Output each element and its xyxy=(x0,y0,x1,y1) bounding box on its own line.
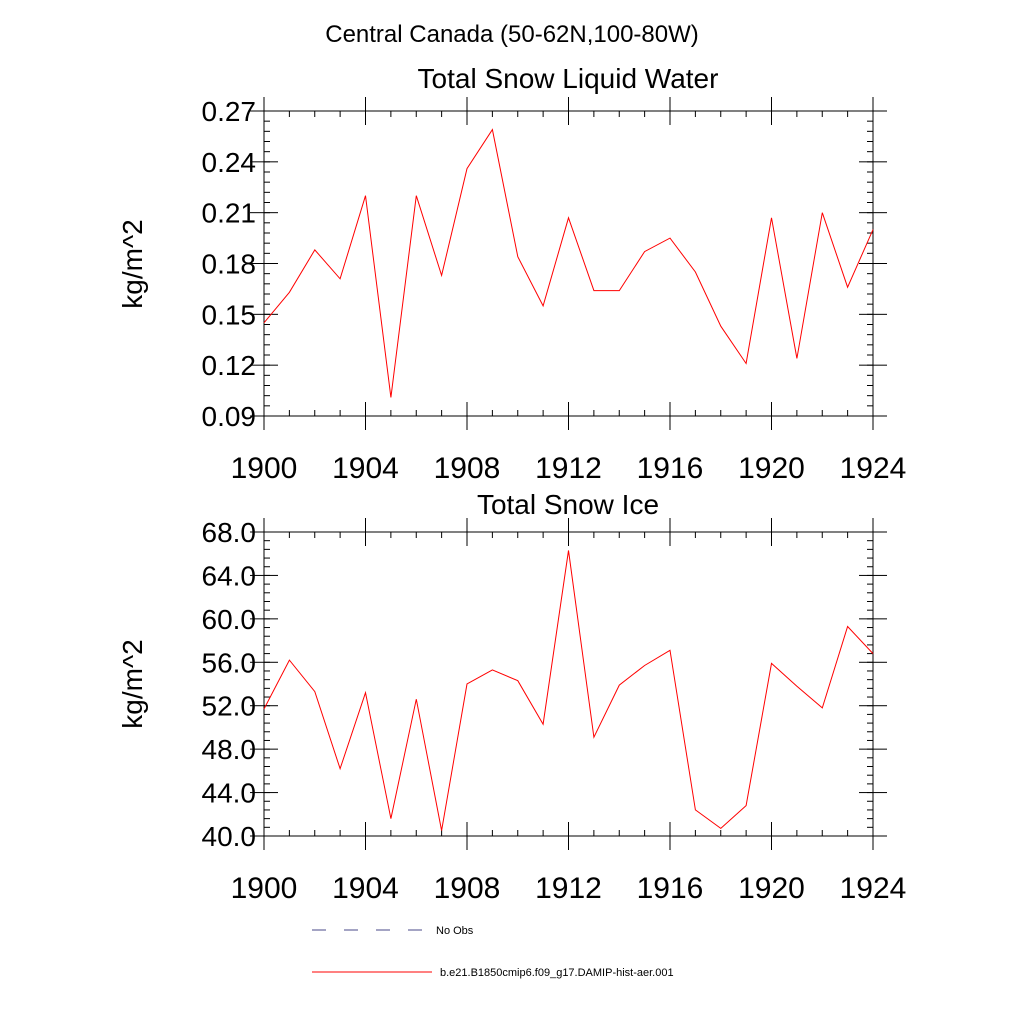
chart-title: Total Snow Liquid Water xyxy=(418,63,719,94)
legend-label-no-obs: No Obs xyxy=(436,925,474,937)
x-tick-label: 1900 xyxy=(231,872,298,905)
x-tick-label: 1908 xyxy=(434,452,501,485)
y-tick-label: 0.27 xyxy=(202,96,257,127)
y-tick-label: 0.09 xyxy=(202,401,257,432)
y-axis-label: kg/m^2 xyxy=(117,639,148,728)
y-tick-label: 56.0 xyxy=(202,647,257,678)
chart-title: Total Snow Ice xyxy=(477,489,659,520)
y-tick-label: 0.21 xyxy=(202,198,257,229)
y-tick-label: 0.12 xyxy=(202,350,257,381)
x-tick-label: 1904 xyxy=(332,452,399,485)
x-tick-label: 1912 xyxy=(535,872,602,905)
y-tick-label: 0.24 xyxy=(202,147,257,178)
legend-label-model: b.e21.B1850cmip6.f09_g17.DAMIP-hist-aer.… xyxy=(440,967,674,979)
plot-frame xyxy=(263,110,874,417)
x-tick-label: 1920 xyxy=(738,872,805,905)
plot-frame xyxy=(263,531,874,837)
x-tick-label: 1904 xyxy=(332,872,399,905)
series-line-model xyxy=(263,128,874,398)
y-tick-label: 68.0 xyxy=(202,517,257,548)
y-axis-label: kg/m^2 xyxy=(117,219,148,308)
chart-panel-snow-liquid-water: Total Snow Liquid Water kg/m^2 1900 1904 1… xyxy=(117,63,906,485)
x-tick-label: 1908 xyxy=(434,872,501,905)
x-tick-label: 1916 xyxy=(637,452,704,485)
y-tick-label: 40.0 xyxy=(202,821,257,852)
y-tick-label: 0.15 xyxy=(202,299,257,330)
x-tick-label: 1920 xyxy=(738,452,805,485)
y-tick-label: 48.0 xyxy=(202,734,257,765)
x-tick-label: 1900 xyxy=(231,452,298,485)
x-tick-label: 1912 xyxy=(535,452,602,485)
chart-panel-snow-ice: Total Snow Ice kg/m^2 1900 1904 1908 1912 19… xyxy=(117,489,906,905)
series-line-model xyxy=(263,550,874,831)
x-tick-label: 1924 xyxy=(840,872,907,905)
legend: No Obs b.e21.B1850cmip6.f09_g17.DAMIP-hi… xyxy=(312,925,674,979)
x-tick-label: 1916 xyxy=(637,872,704,905)
y-tick-label: 64.0 xyxy=(202,560,257,591)
figure-suptitle: Central Canada (50-62N,100-80W) xyxy=(325,21,699,48)
x-tick-label: 1924 xyxy=(840,452,907,485)
y-tick-label: 60.0 xyxy=(202,604,257,635)
y-tick-label: 0.18 xyxy=(202,249,257,280)
y-tick-label: 44.0 xyxy=(202,778,257,809)
y-tick-label: 52.0 xyxy=(202,691,257,722)
